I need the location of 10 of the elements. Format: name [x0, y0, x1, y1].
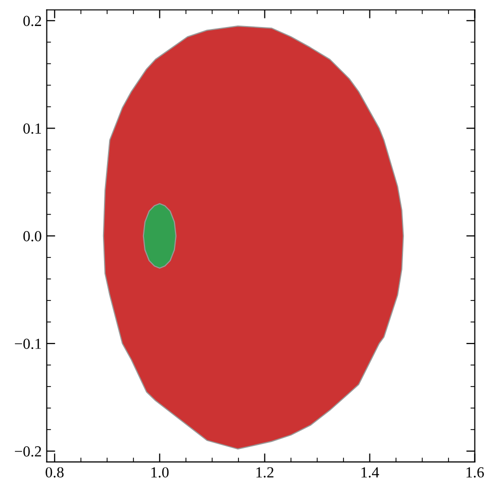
y-tick-label: 0.1 — [23, 123, 41, 134]
y-tick-label: −0.1 — [14, 338, 41, 350]
y-tick-label: −0.2 — [14, 446, 42, 457]
y-tick-label: 0.0 — [23, 231, 42, 242]
x-tick-label: 1.0 — [151, 467, 169, 478]
y-tick-label: 0.2 — [23, 16, 42, 26]
x-tick-label: 1.4 — [362, 467, 380, 478]
x-tick-label: 1.2 — [256, 467, 274, 478]
x-tick-label: 1.6 — [466, 467, 484, 478]
x-tick-label: 0.8 — [46, 467, 64, 478]
